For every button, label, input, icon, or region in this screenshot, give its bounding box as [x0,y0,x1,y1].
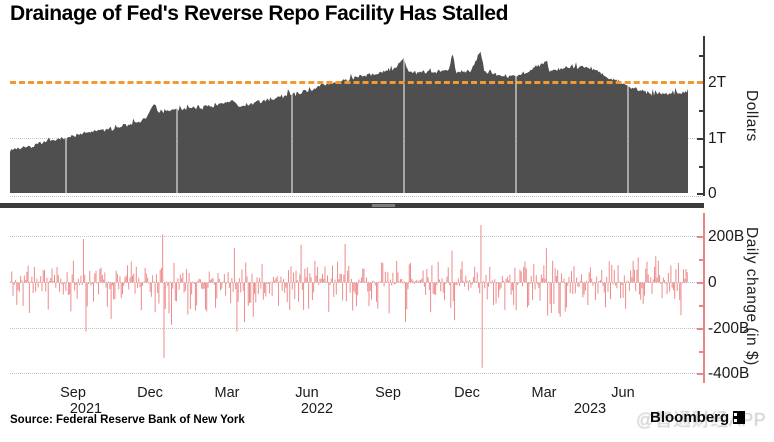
daily-change-bar-plot [10,218,688,382]
bottom-y-tick [697,328,704,330]
x-month-label: Dec [454,385,480,401]
top-y-minor-tick [699,110,704,112]
top-y-tick-label: 2T [708,74,727,91]
bloomberg-wordmark: Bloomberg [650,409,730,426]
bottom-y-tick-label: -400B [708,365,750,382]
bottom-y-tick [697,373,704,375]
bottom-y-minor-tick [699,351,704,353]
top-y-tick-label: 0 [708,185,717,202]
balance-area-plot [10,36,688,196]
top-y-minor-tick [699,166,704,168]
bottom-axis-title: Daily change (in $) [743,227,760,366]
bottom-y-tick-label: 200B [708,228,745,245]
separator-handle [372,204,395,207]
bottom-y-tick-label: -200B [708,320,750,337]
top-axis-title: Dollars [743,90,760,142]
bottom-right-axis-line [703,213,705,383]
x-month-label: Jun [295,385,319,401]
chart-title: Drainage of Fed's Reverse Repo Facility … [10,2,509,25]
x-month-label: Sep [375,385,401,401]
bottom-y-minor-tick [699,305,704,307]
source-note: Source: Federal Reserve Bank of New York [10,414,245,426]
x-month-label: Dec [137,385,163,401]
bottom-y-tick [697,282,704,284]
x-month-label: Mar [214,385,240,401]
x-month-label: Sep [60,385,86,401]
bloomberg-logo: Bloomberg [650,409,746,426]
x-year-label: 2023 [573,401,607,417]
top-y-tick [697,138,704,140]
top-gridline-0 [10,196,703,197]
top-right-axis-line [703,36,705,196]
bottom-y-tick [697,236,704,238]
top-y-minor-tick [699,55,704,57]
bloomberg-square-icon [733,411,746,424]
bottom-y-minor-tick [699,259,704,261]
bottom-y-tick-label: 0 [708,274,717,291]
panel-separator [0,203,704,208]
threshold-2t-dashed-line [10,81,703,84]
top-y-tick [697,193,704,195]
top-y-tick-label: 1T [708,130,727,147]
x-year-label: 2022 [300,401,334,417]
x-month-label: Jun [611,385,635,401]
x-year-label: 2021 [69,401,103,417]
x-month-label: Mar [531,385,557,401]
